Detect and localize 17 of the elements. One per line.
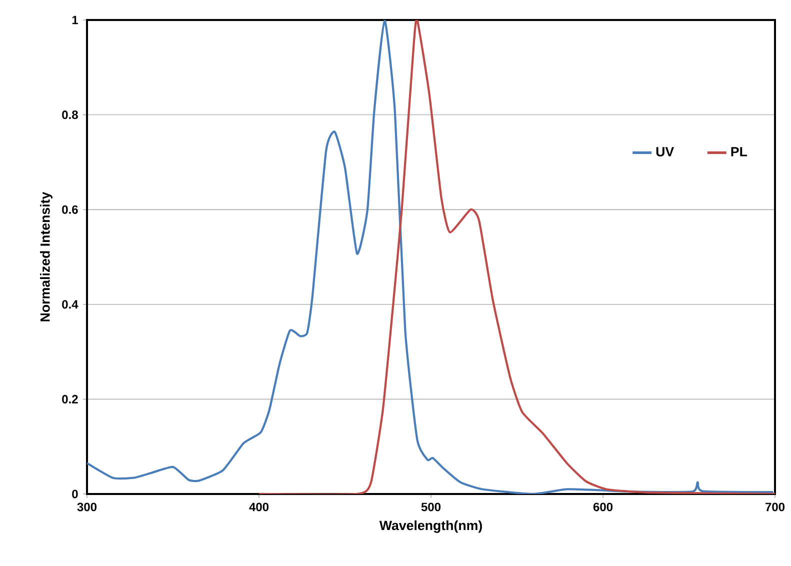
x-tick-label: 400 <box>249 502 269 512</box>
legend-label: PL <box>731 147 748 156</box>
x-tick-label: 500 <box>421 502 441 512</box>
x-axis-title: Wavelength(nm) <box>379 520 482 533</box>
legend-label: UV <box>656 147 674 156</box>
x-tick-label: 600 <box>593 502 613 512</box>
y-tick-label: 0.8 <box>62 110 78 120</box>
y-tick-label: 0.4 <box>62 300 78 309</box>
y-tick-label: 0.6 <box>62 205 78 214</box>
y-tick-label: 0 <box>72 490 78 498</box>
line-series <box>87 20 774 494</box>
y-axis-title: Normalized Intensity <box>40 192 52 322</box>
line-series <box>258 20 775 494</box>
x-tick-label: 300 <box>77 502 97 512</box>
x-tick-label: 700 <box>766 502 785 512</box>
y-tick-label: 0.2 <box>62 394 78 404</box>
y-tick-label: 1 <box>72 16 78 24</box>
